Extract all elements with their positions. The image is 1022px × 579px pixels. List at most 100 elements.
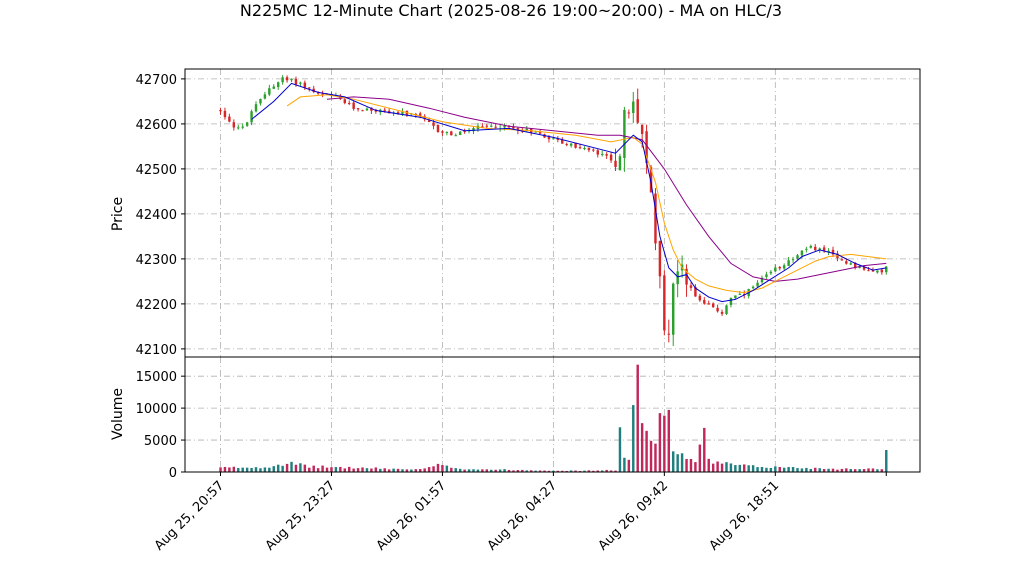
- candle-body: [316, 92, 320, 94]
- volume-bar: [743, 464, 746, 472]
- candle-body: [361, 110, 364, 112]
- volume-bar: [769, 467, 773, 472]
- volume-bar: [290, 461, 293, 472]
- candle-body: [858, 267, 861, 269]
- candle: [694, 284, 697, 297]
- candle-body: [623, 109, 626, 159]
- candle-body: [494, 126, 497, 128]
- candle: [290, 78, 293, 83]
- candle-body: [822, 247, 826, 252]
- volume-bar: [334, 467, 338, 472]
- candle: [352, 100, 355, 111]
- volume-bar: [365, 468, 369, 472]
- volume-bar: [303, 464, 307, 472]
- x-tick-label: Aug 26, 01:57: [374, 478, 450, 554]
- volume-bar: [259, 468, 262, 472]
- candle: [259, 98, 262, 106]
- candle-body: [720, 311, 724, 314]
- candle-body: [472, 128, 475, 132]
- volume-bar: [818, 468, 821, 472]
- candle: [516, 127, 520, 135]
- candle: [778, 266, 781, 271]
- candle-body: [676, 271, 679, 285]
- candle-body: [223, 110, 227, 118]
- price-grid: [185, 69, 920, 357]
- volume-bar: [614, 470, 617, 472]
- candle-body: [552, 138, 555, 140]
- candle: [583, 146, 586, 151]
- volume-bar: [836, 469, 839, 472]
- volume-bar: [871, 468, 875, 472]
- candle: [667, 319, 671, 343]
- volume-bar: [672, 451, 675, 472]
- volume-bar: [521, 469, 524, 472]
- volume-bar: [441, 465, 444, 472]
- candle: [219, 107, 222, 115]
- candle-body: [800, 250, 804, 256]
- volume-bar: [791, 467, 795, 472]
- candle: [600, 150, 604, 157]
- candle-body: [245, 122, 249, 126]
- candle-body: [538, 131, 542, 134]
- candle-body: [592, 149, 595, 151]
- candle: [245, 121, 249, 127]
- volume-bar: [676, 454, 679, 472]
- candle-body: [525, 128, 528, 131]
- volume-bar: [756, 467, 759, 472]
- candle-body: [259, 98, 262, 104]
- volume-bar: [285, 463, 289, 472]
- candle: [574, 142, 577, 149]
- candle: [632, 91, 635, 124]
- volume-bar: [321, 465, 324, 472]
- candle-body: [649, 167, 653, 193]
- volume-bar: [885, 449, 888, 472]
- candle: [716, 304, 719, 313]
- volume-bar: [543, 470, 546, 472]
- volume-bar: [858, 469, 861, 472]
- candle: [672, 282, 675, 346]
- candle-body: [609, 154, 613, 161]
- volume-bar: [445, 465, 449, 472]
- price-axis-label: Price: [110, 197, 126, 231]
- candle-body: [685, 268, 688, 285]
- volume-grid: [185, 357, 920, 473]
- volume-bar: [716, 461, 719, 472]
- candle: [423, 114, 426, 122]
- candle: [725, 304, 728, 315]
- candle-body: [689, 285, 693, 288]
- volume-bar: [490, 469, 493, 472]
- volume-bar: [294, 464, 298, 472]
- volume-bar: [405, 469, 409, 472]
- volume-bar: [374, 467, 378, 472]
- volume-bar: [263, 467, 267, 472]
- candle-body: [436, 124, 440, 132]
- price-tick-label: 42300: [136, 253, 177, 268]
- candle-body: [840, 259, 844, 261]
- candle: [867, 267, 870, 272]
- candle: [268, 84, 271, 97]
- candle: [556, 136, 560, 143]
- price-tick-label: 42500: [136, 163, 177, 178]
- volume-bar: [494, 469, 497, 472]
- candle: [769, 270, 773, 276]
- candle-body: [725, 305, 728, 315]
- candle-body: [534, 131, 537, 133]
- volume-bar: [410, 469, 413, 472]
- volume-bar: [561, 470, 564, 472]
- candle: [880, 268, 884, 275]
- volume-bar: [787, 467, 790, 472]
- volume-tick-label: 10000: [136, 402, 177, 417]
- candle: [822, 245, 826, 253]
- volume-bar: [325, 467, 329, 472]
- candle-body: [867, 270, 870, 272]
- candle: [321, 90, 324, 98]
- chart-title: N225MC 12-Minute Chart (2025-08-26 19:00…: [240, 1, 782, 20]
- candle: [356, 108, 360, 112]
- candle: [343, 98, 347, 105]
- volume-panel-frame: [184, 356, 921, 473]
- candle-body: [481, 126, 484, 128]
- volume-bar: [361, 467, 364, 472]
- candle-body: [827, 250, 830, 253]
- candle: [814, 244, 817, 252]
- candle: [281, 75, 284, 85]
